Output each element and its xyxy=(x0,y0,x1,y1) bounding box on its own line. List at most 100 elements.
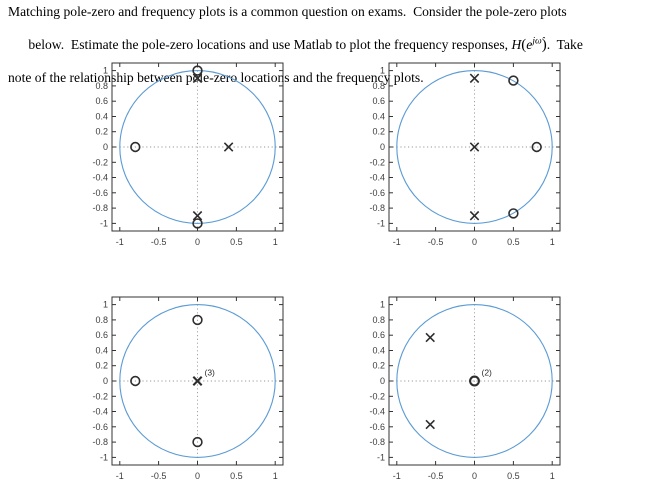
x-tick-label: 1 xyxy=(550,237,555,247)
zero-marker xyxy=(192,436,203,448)
y-tick-label: -0.2 xyxy=(369,391,385,401)
y-tick-label: -1 xyxy=(100,218,108,228)
unit-circle xyxy=(396,70,553,224)
y-tick-label: 0.2 xyxy=(372,127,385,137)
x-tick-label: 0 xyxy=(472,471,477,481)
x-tick-label: 0 xyxy=(195,471,200,481)
y-tick-label: 1 xyxy=(103,300,108,310)
pole-marker xyxy=(469,142,480,152)
y-tick-label: -0.8 xyxy=(369,437,385,447)
formula-close-paren: ) xyxy=(541,37,547,53)
pole-zero-plot-2-canvas: -1 -0.5 0 0.5 1 1 0.8 0.6 0.4 0.2 0 -0.2 -0.4 -0.6 -0.… xyxy=(369,62,561,247)
pole-zero-plot-3: -1 -0.5 0 0.5 1 1 0.8 0.6 0.4 0.2 0 -0.2 -0.4 -0.6 -0.… xyxy=(84,291,289,487)
y-tick-label: -0.6 xyxy=(369,188,385,198)
y-tick-label: 0.2 xyxy=(372,361,385,371)
zero-marker xyxy=(469,375,480,387)
y-tick-label: 0.8 xyxy=(95,81,108,91)
pole-zero-plot-2: -1 -0.5 0 0.5 1 1 0.8 0.6 0.4 0.2 0 -0.2 -0.4 -0.6 -0.… xyxy=(361,57,566,253)
pole-zero-plot-4-canvas: -1 -0.5 0 0.5 1 1 0.8 0.6 0.4 0.2 0 -0.2 -0.4 -0.6 -0.… xyxy=(369,296,561,481)
intro-line-2: below. Estimate the pole-zero locations … xyxy=(8,21,658,71)
pole-marker xyxy=(469,210,480,221)
pole-marker xyxy=(223,142,234,152)
y-tick-label: -0.2 xyxy=(92,391,108,401)
formula-e: e xyxy=(526,37,533,52)
y-tick-label: 0 xyxy=(103,142,108,152)
zero-marker xyxy=(192,218,203,229)
y-tick-label: 0 xyxy=(380,376,385,386)
y-tick-label: -0.8 xyxy=(92,203,108,213)
y-tick-label: 0.2 xyxy=(95,361,108,371)
x-tick-label: -1 xyxy=(116,471,124,481)
y-tick-label: -0.6 xyxy=(92,188,108,198)
formula-open-paren: ( xyxy=(521,37,527,53)
y-tick-label: 0.4 xyxy=(95,346,108,356)
y-tick-label: 0.8 xyxy=(372,315,385,325)
intro-line-3: note of the relationship between pole-ze… xyxy=(8,70,424,85)
multiplicity-label: (3) xyxy=(205,368,216,378)
y-tick-label: 0 xyxy=(103,376,108,386)
zero-marker xyxy=(531,141,542,153)
pole-marker xyxy=(425,332,435,343)
y-tick-label: -0.6 xyxy=(92,422,108,432)
x-tick-label: -0.5 xyxy=(151,471,167,481)
x-tick-label: 0.5 xyxy=(230,471,243,481)
zero-marker xyxy=(130,141,141,153)
x-tick-label: 0.5 xyxy=(507,237,520,247)
intro-paragraph: Matching pole-zero and frequency plots i… xyxy=(8,4,658,87)
y-tick-label: -1 xyxy=(377,452,385,462)
pole-zero-plot-1: -1 -0.5 0 0.5 1 1 0.8 0.6 0.4 0.2 0 -0.2 -0.4 -0.6 -0.… xyxy=(84,57,289,253)
x-tick-label: -1 xyxy=(393,471,401,481)
pole-zero-plot-4: -1 -0.5 0 0.5 1 1 0.8 0.6 0.4 0.2 0 -0.2 -0.4 -0.6 -0.… xyxy=(361,291,566,487)
y-tick-label: -0.6 xyxy=(369,422,385,432)
x-tick-label: -1 xyxy=(393,237,401,247)
x-tick-label: 1 xyxy=(273,471,278,481)
zero-marker xyxy=(192,314,203,326)
y-tick-label: 0.2 xyxy=(95,127,108,137)
formula-exponent: jω̂ xyxy=(532,36,542,47)
pole-marker xyxy=(192,73,203,84)
y-tick-label: 0.6 xyxy=(372,96,385,106)
multiplicity-label: (2) xyxy=(482,368,493,378)
y-tick-label: -0.4 xyxy=(92,407,108,417)
y-tick-label: 0.8 xyxy=(95,315,108,325)
y-tick-label: 0 xyxy=(380,142,385,152)
zero-marker xyxy=(192,65,203,76)
x-tick-label: 0 xyxy=(195,237,200,247)
y-tick-label: -1 xyxy=(100,452,108,462)
y-tick-label: -0.4 xyxy=(92,173,108,183)
y-tick-label: 0.6 xyxy=(95,96,108,106)
pole-marker xyxy=(469,73,480,84)
y-tick-label: 0.4 xyxy=(372,346,385,356)
y-tick-label: -0.4 xyxy=(369,173,385,183)
unit-circle xyxy=(119,304,276,458)
pole-zero-plot-1-canvas: -1 -0.5 0 0.5 1 1 0.8 0.6 0.4 0.2 0 -0.2 -0.4 -0.6 -0.… xyxy=(92,62,284,247)
x-tick-label: -0.5 xyxy=(428,471,444,481)
zero-marker xyxy=(130,375,141,387)
pole-marker xyxy=(192,210,203,221)
y-tick-label: 1 xyxy=(380,66,385,76)
x-tick-label: 0.5 xyxy=(230,237,243,247)
y-tick-label: 0.4 xyxy=(372,112,385,122)
y-tick-label: -0.2 xyxy=(369,157,385,167)
x-tick-label: -0.5 xyxy=(151,237,167,247)
y-tick-label: -0.2 xyxy=(92,157,108,167)
pole-zero-plot-3-canvas: -1 -0.5 0 0.5 1 1 0.8 0.6 0.4 0.2 0 -0.2 -0.4 -0.6 -0.… xyxy=(92,296,284,481)
y-tick-label: 0.4 xyxy=(95,112,108,122)
x-tick-label: 0.5 xyxy=(507,471,520,481)
unit-circle xyxy=(119,70,276,224)
intro-line-2-post: . Take xyxy=(546,37,583,52)
formula-frequency-response: H(ejω̂) xyxy=(511,36,547,53)
y-tick-label: -0.8 xyxy=(369,203,385,213)
x-tick-label: -1 xyxy=(116,237,124,247)
y-tick-label: 1 xyxy=(380,300,385,310)
pole-marker xyxy=(425,419,435,430)
y-tick-label: 0.6 xyxy=(372,330,385,340)
y-tick-label: -1 xyxy=(377,218,385,228)
intro-line-2-pre: below. Estimate the pole-zero locations … xyxy=(28,37,512,52)
y-tick-label: -0.8 xyxy=(92,437,108,447)
x-tick-label: 1 xyxy=(273,237,278,247)
pole-marker xyxy=(192,376,203,386)
y-tick-label: 0.6 xyxy=(95,330,108,340)
zero-marker xyxy=(508,208,519,219)
